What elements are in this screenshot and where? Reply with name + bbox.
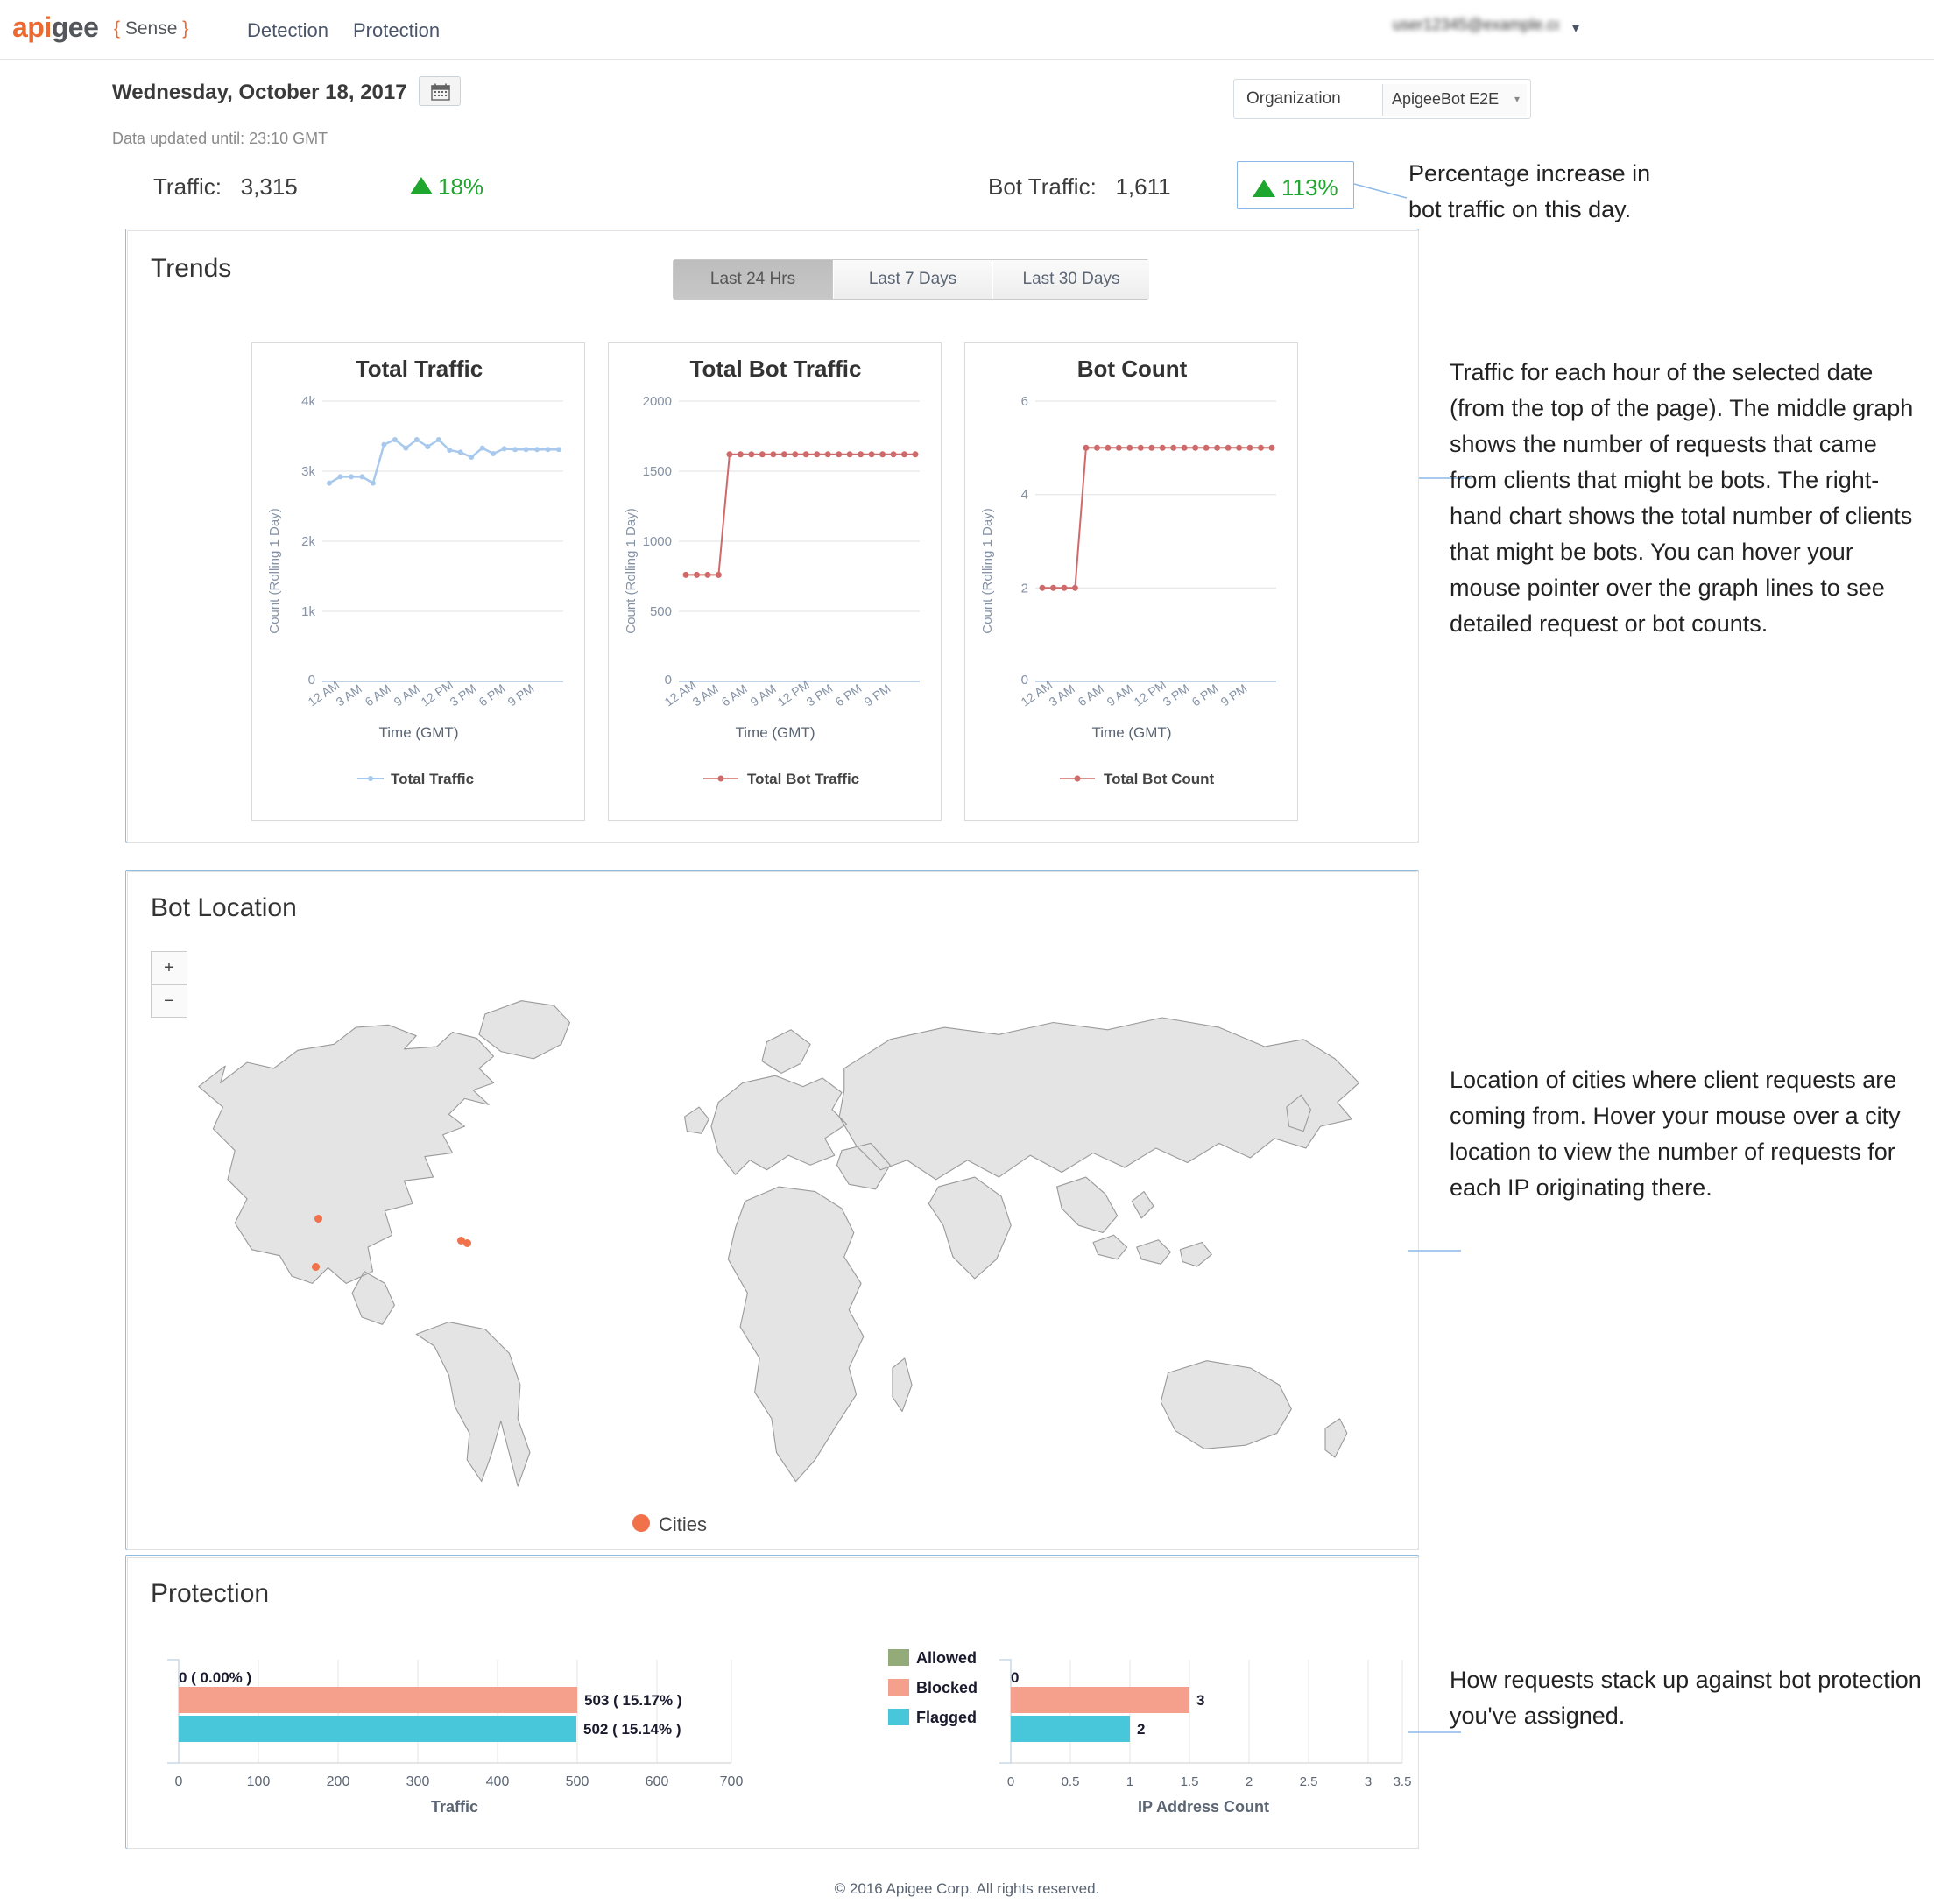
svg-text:1000: 1000	[643, 534, 672, 549]
svg-text:9 PM: 9 PM	[1218, 681, 1250, 709]
svg-text:500: 500	[650, 604, 672, 619]
svg-text:0: 0	[665, 673, 672, 688]
svg-text:Time (GMT): Time (GMT)	[379, 724, 459, 741]
svg-text:300: 300	[406, 1774, 430, 1789]
svg-text:2k: 2k	[301, 534, 315, 549]
svg-text:6 PM: 6 PM	[833, 681, 865, 709]
svg-text:600: 600	[646, 1774, 669, 1789]
svg-text:9 AM: 9 AM	[392, 681, 422, 709]
svg-text:6: 6	[1021, 394, 1028, 409]
svg-text:6 AM: 6 AM	[363, 681, 393, 709]
svg-text:6 AM: 6 AM	[1076, 681, 1106, 709]
svg-text:0: 0	[1021, 673, 1028, 688]
svg-text:0 ( 0.00% ): 0 ( 0.00% )	[179, 1669, 251, 1686]
svg-text:0: 0	[1011, 1669, 1019, 1686]
svg-text:0: 0	[308, 673, 315, 688]
svg-text:1500: 1500	[643, 464, 672, 479]
svg-text:2.5: 2.5	[1300, 1774, 1318, 1789]
svg-text:Count (Rolling 1 Day): Count (Rolling 1 Day)	[980, 508, 995, 633]
svg-text:1.5: 1.5	[1181, 1774, 1199, 1789]
svg-text:0.5: 0.5	[1062, 1774, 1080, 1789]
svg-text:Count (Rolling 1 Day): Count (Rolling 1 Day)	[267, 508, 282, 633]
svg-text:4: 4	[1021, 488, 1028, 503]
svg-text:100: 100	[247, 1774, 271, 1789]
svg-text:200: 200	[327, 1774, 350, 1789]
svg-text:9 AM: 9 AM	[748, 681, 779, 709]
svg-text:2: 2	[1021, 581, 1028, 596]
svg-text:Total Traffic: Total Traffic	[391, 771, 474, 787]
svg-text:502 ( 15.14% ): 502 ( 15.14% )	[583, 1721, 681, 1738]
svg-text:IP Address Count: IP Address Count	[1138, 1798, 1269, 1816]
svg-text:2000: 2000	[643, 394, 672, 409]
svg-text:Count (Rolling 1 Day): Count (Rolling 1 Day)	[624, 508, 639, 633]
svg-text:6 PM: 6 PM	[476, 681, 508, 709]
svg-text:500: 500	[566, 1774, 589, 1789]
svg-text:Time (GMT): Time (GMT)	[736, 724, 815, 741]
svg-text:Traffic: Traffic	[431, 1798, 478, 1816]
svg-text:1k: 1k	[301, 604, 315, 619]
svg-text:3.5: 3.5	[1394, 1774, 1412, 1789]
svg-text:9 PM: 9 PM	[862, 681, 893, 709]
svg-text:Time (GMT): Time (GMT)	[1092, 724, 1172, 741]
svg-text:9 AM: 9 AM	[1105, 681, 1135, 709]
svg-text:Allowed: Allowed	[916, 1649, 977, 1667]
svg-text:503 ( 15.17% ): 503 ( 15.17% )	[584, 1692, 682, 1709]
svg-text:0: 0	[175, 1774, 183, 1789]
svg-text:3: 3	[1196, 1692, 1204, 1709]
svg-text:Total Bot Traffic: Total Bot Traffic	[747, 771, 859, 787]
svg-text:6 AM: 6 AM	[719, 681, 750, 709]
svg-text:Flagged: Flagged	[916, 1709, 977, 1726]
svg-text:2: 2	[1246, 1774, 1253, 1789]
svg-text:6 PM: 6 PM	[1189, 681, 1221, 709]
svg-text:Blocked: Blocked	[916, 1679, 978, 1696]
svg-text:700: 700	[720, 1774, 744, 1789]
svg-text:3: 3	[1365, 1774, 1372, 1789]
svg-text:4k: 4k	[301, 394, 315, 409]
svg-text:0: 0	[1007, 1774, 1014, 1789]
svg-text:400: 400	[486, 1774, 510, 1789]
svg-text:9 PM: 9 PM	[505, 681, 537, 709]
svg-text:Total Bot Count: Total Bot Count	[1104, 771, 1215, 787]
svg-text:2: 2	[1137, 1721, 1145, 1738]
svg-text:3k: 3k	[301, 464, 315, 479]
svg-text:1: 1	[1126, 1774, 1133, 1789]
